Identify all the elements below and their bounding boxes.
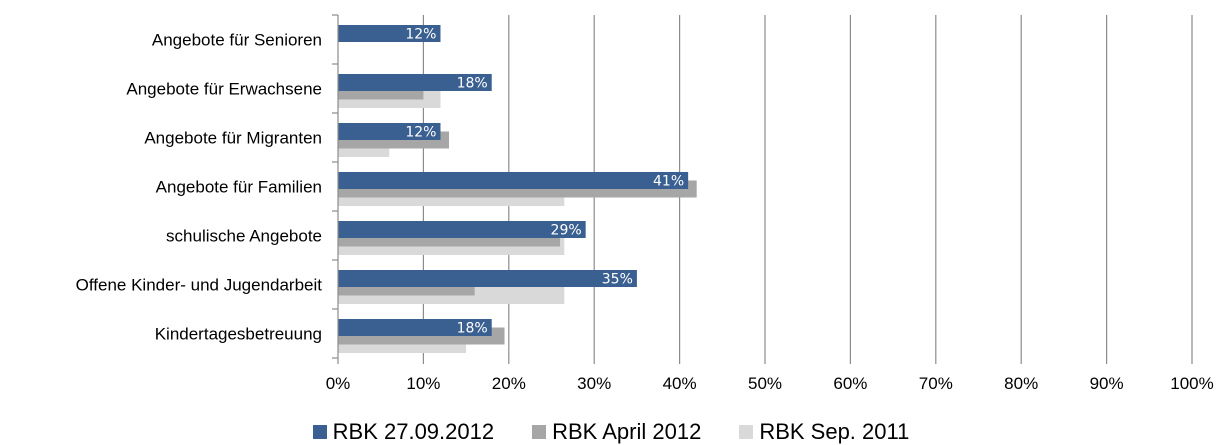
data-label: 18% xyxy=(457,321,488,337)
legend-item: RBK 27.09.2012 xyxy=(312,418,495,445)
gridlines xyxy=(422,15,1193,358)
data-label: 29% xyxy=(551,223,582,239)
category-label: Angebote für Senioren xyxy=(152,31,322,50)
x-tick-label: 70% xyxy=(919,374,953,393)
x-tick-label: 60% xyxy=(833,374,867,393)
category-label: Angebote für Migranten xyxy=(144,129,322,148)
axes xyxy=(332,14,1193,364)
data-label: 18% xyxy=(457,76,488,92)
legend-label: RBK Sep. 2011 xyxy=(759,418,910,444)
data-label: 12% xyxy=(405,27,436,43)
data-label: 12% xyxy=(405,125,436,141)
x-tick-label: 80% xyxy=(1004,374,1038,393)
labels: 0% 10% 20% 30% 40% 50% 60% 70% 80% 90% 100% 12% 18% 1… xyxy=(76,27,1214,394)
category-label: schulische Angebote xyxy=(166,227,322,246)
x-tick-label: 50% xyxy=(748,374,782,393)
bar xyxy=(338,221,586,238)
bars xyxy=(338,25,697,353)
x-tick-label: 40% xyxy=(663,374,697,393)
data-label: 41% xyxy=(653,174,684,190)
x-tick-label: 20% xyxy=(492,374,526,393)
bar-chart: 0% 10% 20% 30% 40% 50% 60% 70% 80% 90% 100% 12% 18% 1… xyxy=(76,14,1214,394)
x-tick-label: 10% xyxy=(406,374,440,393)
x-tick-label: 0% xyxy=(326,374,351,393)
category-label: Angebote für Erwachsene xyxy=(126,80,322,99)
x-tick-label: 90% xyxy=(1090,374,1124,393)
legend-swatch xyxy=(739,424,754,439)
legend-item: RBK Sep. 2011 xyxy=(739,419,909,445)
x-tick-label: 30% xyxy=(577,374,611,393)
category-label: Kindertagesbetreuung xyxy=(155,325,322,344)
legend-item: RBK April 2012 xyxy=(532,419,701,445)
legend-swatch xyxy=(312,424,327,439)
legend-label: RBK 27.09.2012 xyxy=(332,418,495,444)
category-label: Offene Kinder- und Jugendarbeit xyxy=(76,276,323,295)
bar xyxy=(338,123,441,140)
bar xyxy=(338,74,492,91)
x-tick-label: 100% xyxy=(1170,374,1213,393)
legend-label: RBK April 2012 xyxy=(552,418,702,444)
legend-swatch xyxy=(532,424,547,439)
bar xyxy=(338,270,637,287)
category-label: Angebote für Familien xyxy=(156,178,322,197)
bar xyxy=(338,319,492,336)
bar xyxy=(338,25,441,42)
data-label: 35% xyxy=(602,272,633,288)
legend: RBK 27.09.2012 RBK April 2012 RBK Sep. 201… xyxy=(0,418,1222,445)
bar xyxy=(338,172,689,189)
